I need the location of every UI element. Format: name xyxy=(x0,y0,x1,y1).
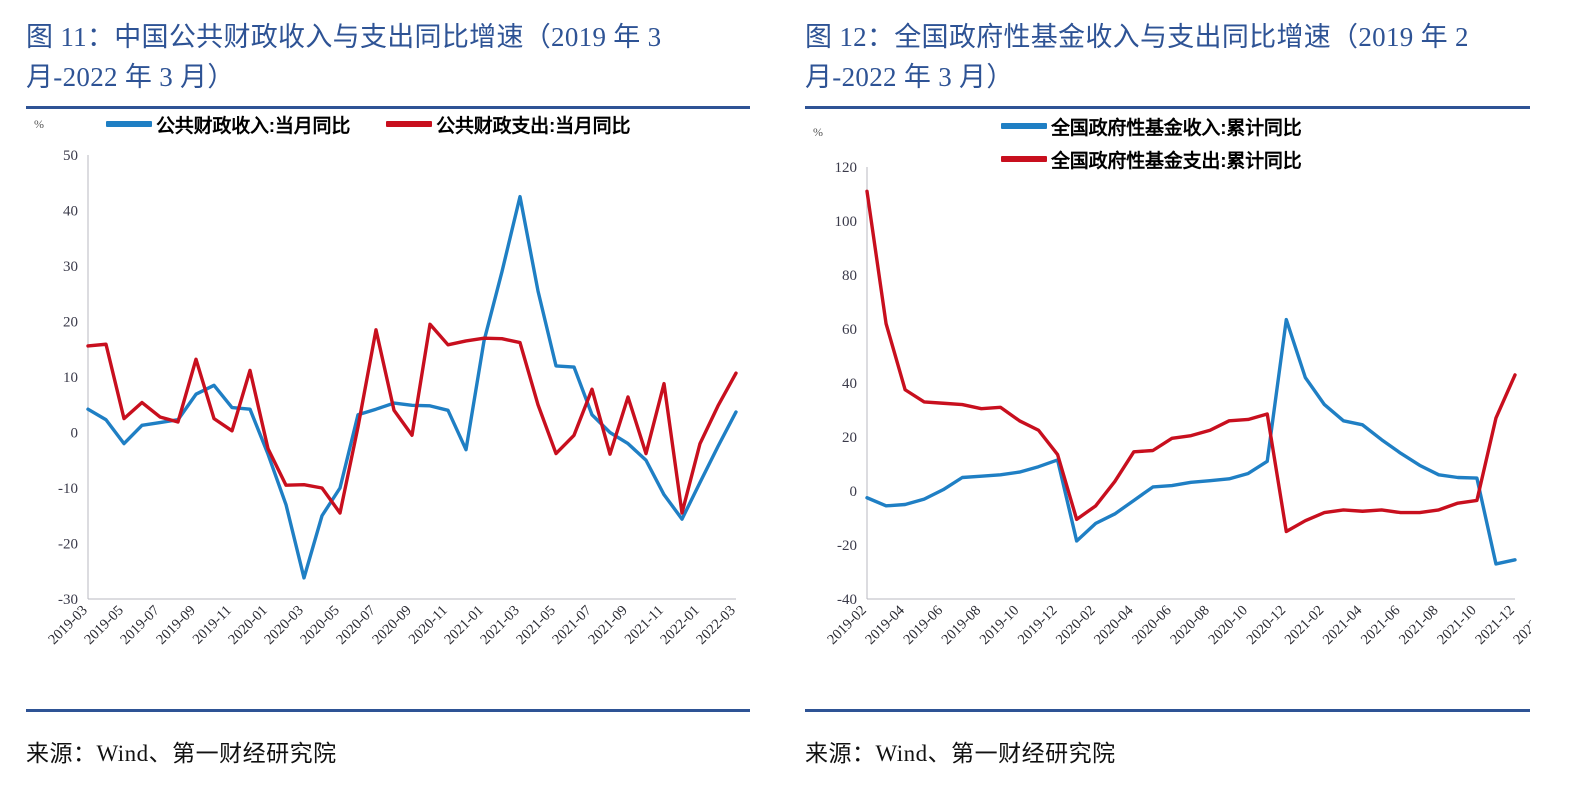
legend-line-icon-blue-fig12 xyxy=(1001,123,1047,130)
svg-text:60: 60 xyxy=(842,322,857,338)
legend-fig12: 全国政府性基金收入:累计同比 全国政府性基金支出:累计同比 xyxy=(1001,113,1338,173)
legend-line-icon-red-fig11 xyxy=(386,121,433,128)
svg-text:40: 40 xyxy=(842,376,857,392)
svg-text:2020-07: 2020-07 xyxy=(333,602,378,647)
legend-item-expenditure-fig11[interactable]: 公共财政支出:当月同比 xyxy=(386,111,630,138)
svg-text:2019-03: 2019-03 xyxy=(45,602,90,647)
legend-line-icon-red-fig12 xyxy=(1001,156,1047,163)
svg-text:2019-04: 2019-04 xyxy=(862,602,908,648)
svg-text:2020-04: 2020-04 xyxy=(1091,602,1137,648)
figure-panel-fig12: 图 12：全国政府性基金收入与支出同比增速（2019 年 2 月-2022 年 … xyxy=(785,0,1570,796)
svg-text:20: 20 xyxy=(842,430,857,446)
svg-text:2019-05: 2019-05 xyxy=(81,602,126,647)
legend-line-icon-blue-fig11 xyxy=(106,121,152,128)
legend-label-revenue-fig11: 公共财政收入:当月同比 xyxy=(156,115,351,137)
svg-text:2021-02: 2021-02 xyxy=(1282,602,1327,647)
svg-text:2020-01: 2020-01 xyxy=(225,602,270,647)
svg-text:2022-03: 2022-03 xyxy=(693,602,738,647)
svg-text:2020-08: 2020-08 xyxy=(1167,602,1212,647)
svg-text:0: 0 xyxy=(850,484,858,500)
svg-text:2019-10: 2019-10 xyxy=(977,602,1022,647)
chart-fig11: % 公共财政收入:当月同比 公共财政支出:当月同比 xyxy=(26,109,750,709)
y-axis-unit-fig12: % xyxy=(813,124,823,139)
svg-text:100: 100 xyxy=(835,214,858,230)
svg-text:2019-06: 2019-06 xyxy=(901,602,946,647)
svg-text:2021-06: 2021-06 xyxy=(1358,602,1403,647)
svg-text:-20: -20 xyxy=(58,536,78,552)
svg-text:2021-12: 2021-12 xyxy=(1472,602,1517,647)
legend-item-fund-revenue-fig12[interactable]: 全国政府性基金收入:累计同比 xyxy=(1001,113,1302,140)
source-note-fig12: 来源：Wind、第一财经研究院 xyxy=(805,740,1116,766)
title-divider-fig11 xyxy=(26,105,750,109)
svg-text:2019-12: 2019-12 xyxy=(1015,602,1060,647)
chart-plot-fig12: 120100806040200-20-402019-022019-042019-… xyxy=(824,160,1531,648)
svg-text:2021-07: 2021-07 xyxy=(549,602,594,647)
svg-text:2020-03: 2020-03 xyxy=(261,602,306,647)
svg-text:2020-11: 2020-11 xyxy=(406,602,451,647)
svg-text:80: 80 xyxy=(842,268,857,284)
legend-label-fund-revenue-fig12: 全国政府性基金收入:累计同比 xyxy=(1051,117,1302,139)
figure-panel-fig11: 图 11：中国公共财政收入与支出同比增速（2019 年 3 月-2022 年 3… xyxy=(26,22,750,766)
svg-text:2020-09: 2020-09 xyxy=(369,602,414,647)
svg-text:50: 50 xyxy=(63,148,78,164)
title-divider-fig12 xyxy=(805,105,1530,109)
svg-text:2022-02: 2022-02 xyxy=(1510,602,1531,647)
svg-text:2019-02: 2019-02 xyxy=(824,602,869,647)
chart-plot-fig11: 50403020100-10-20-302019-032019-052019-0… xyxy=(45,148,738,648)
figure-title-fig12: 图 12：全国政府性基金收入与支出同比增速（2019 年 2 月-2022 年 … xyxy=(805,22,1469,92)
svg-text:2019-09: 2019-09 xyxy=(153,602,198,647)
bottom-divider-fig11 xyxy=(26,708,750,712)
svg-text:40: 40 xyxy=(63,203,78,219)
svg-text:0: 0 xyxy=(71,425,79,441)
legend-item-revenue-fig11[interactable]: 公共财政收入:当月同比 xyxy=(106,111,350,138)
svg-text:10: 10 xyxy=(63,370,78,386)
legend-label-fund-expenditure-fig12: 全国政府性基金支出:累计同比 xyxy=(1051,150,1302,172)
svg-text:2021-05: 2021-05 xyxy=(513,602,558,647)
figure-title-fig11: 图 11：中国公共财政收入与支出同比增速（2019 年 3 月-2022 年 3… xyxy=(26,22,662,92)
svg-text:2020-06: 2020-06 xyxy=(1129,602,1174,647)
legend-label-expenditure-fig11: 公共财政支出:当月同比 xyxy=(436,115,631,137)
svg-text:2020-12: 2020-12 xyxy=(1244,602,1289,647)
svg-text:2020-02: 2020-02 xyxy=(1053,602,1098,647)
svg-text:120: 120 xyxy=(835,160,858,176)
svg-text:2019-07: 2019-07 xyxy=(117,602,162,647)
svg-text:2019-08: 2019-08 xyxy=(939,602,984,647)
svg-text:-10: -10 xyxy=(58,481,78,497)
legend-item-fund-expenditure-fig12[interactable]: 全国政府性基金支出:累计同比 xyxy=(1001,146,1302,173)
svg-text:-20: -20 xyxy=(837,538,857,554)
svg-text:2019-11: 2019-11 xyxy=(190,602,235,647)
svg-text:2021-04: 2021-04 xyxy=(1320,602,1366,648)
svg-text:2021-11: 2021-11 xyxy=(622,602,667,647)
svg-text:2021-08: 2021-08 xyxy=(1396,602,1441,647)
svg-text:2021-03: 2021-03 xyxy=(477,602,522,647)
svg-text:20: 20 xyxy=(63,314,78,330)
svg-text:-30: -30 xyxy=(58,592,78,608)
source-note-fig11: 来源：Wind、第一财经研究院 xyxy=(26,740,337,766)
svg-text:2020-10: 2020-10 xyxy=(1206,602,1251,647)
svg-text:2021-10: 2021-10 xyxy=(1434,602,1479,647)
svg-text:2021-01: 2021-01 xyxy=(441,602,486,647)
svg-text:2020-05: 2020-05 xyxy=(297,602,342,647)
legend-fig11: 公共财政收入:当月同比 公共财政支出:当月同比 xyxy=(106,111,666,138)
chart-fig12: % 全国政府性基金收入:累计同比 全国政府性基金支出:累计 xyxy=(805,109,1531,709)
svg-text:2022-01: 2022-01 xyxy=(657,602,702,647)
svg-text:2021-09: 2021-09 xyxy=(585,602,630,647)
y-axis-unit-fig11: % xyxy=(34,116,44,131)
svg-text:-40: -40 xyxy=(837,592,857,608)
bottom-divider-fig12 xyxy=(805,708,1530,712)
svg-text:30: 30 xyxy=(63,259,78,275)
